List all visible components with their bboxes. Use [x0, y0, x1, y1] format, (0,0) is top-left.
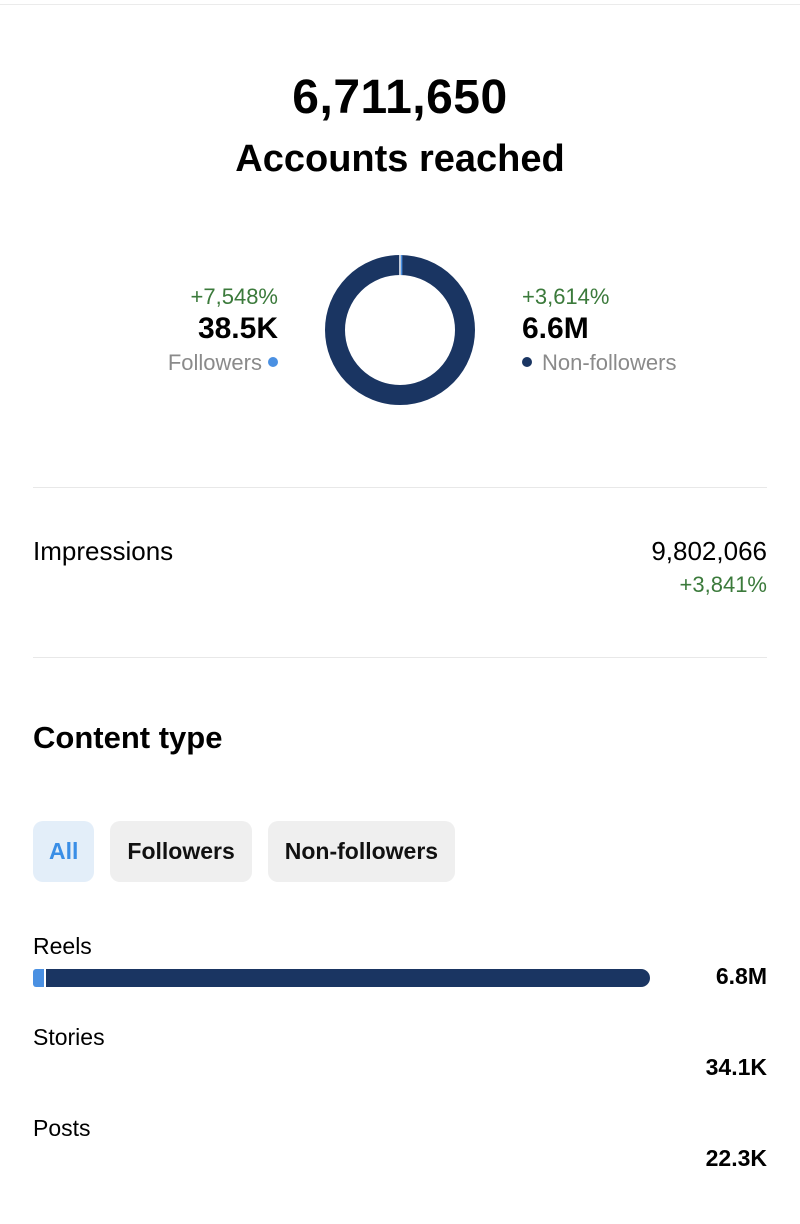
followers-dot-icon: [268, 357, 278, 368]
non-followers-value: 6.6M: [522, 312, 589, 345]
content-type-tabs: All Followers Non-followers: [33, 821, 456, 882]
tab-all[interactable]: All: [33, 821, 95, 882]
followers-value: 38.5K: [197, 312, 278, 345]
accounts-reached-count: 6,711,650: [292, 71, 508, 124]
stories-label: Stories: [33, 1024, 105, 1050]
reels-bar: [33, 969, 650, 987]
donut-non-followers-arc: [325, 255, 475, 405]
impressions-value: 9,802,066: [651, 536, 767, 566]
reels-bar-non-followers: [46, 969, 650, 987]
reach-donut-chart: [325, 255, 475, 405]
non-followers-label: Non-followers: [542, 350, 677, 375]
followers-legend: Followers: [100, 348, 278, 378]
followers-change: +7,548%: [190, 284, 278, 309]
accounts-reached-label: Accounts reached: [235, 138, 565, 180]
impressions-change: +3,841%: [679, 572, 767, 597]
tab-followers[interactable]: Followers: [110, 821, 252, 882]
followers-label: Followers: [167, 350, 262, 375]
non-followers-stat: +3,614% 6.6M Non-followers: [522, 284, 742, 378]
posts-value: 22.3K: [705, 1145, 767, 1171]
section-divider: [33, 657, 767, 658]
content-type-title: Content type: [33, 720, 223, 755]
tab-non-followers[interactable]: Non-followers: [267, 821, 456, 882]
non-followers-legend: Non-followers: [522, 348, 742, 378]
followers-stat: +7,548% 38.5K Followers: [100, 284, 278, 378]
reels-value: 6.8M: [715, 963, 767, 989]
posts-label: Posts: [33, 1115, 91, 1141]
impressions-label: Impressions: [33, 536, 174, 566]
section-divider: [33, 487, 767, 488]
non-followers-dot-icon: [522, 357, 532, 368]
non-followers-change: +3,614%: [522, 284, 610, 309]
stories-value: 34.1K: [705, 1054, 767, 1080]
reels-bar-followers: [33, 969, 44, 987]
reels-label: Reels: [33, 933, 92, 959]
top-divider: [0, 4, 800, 5]
